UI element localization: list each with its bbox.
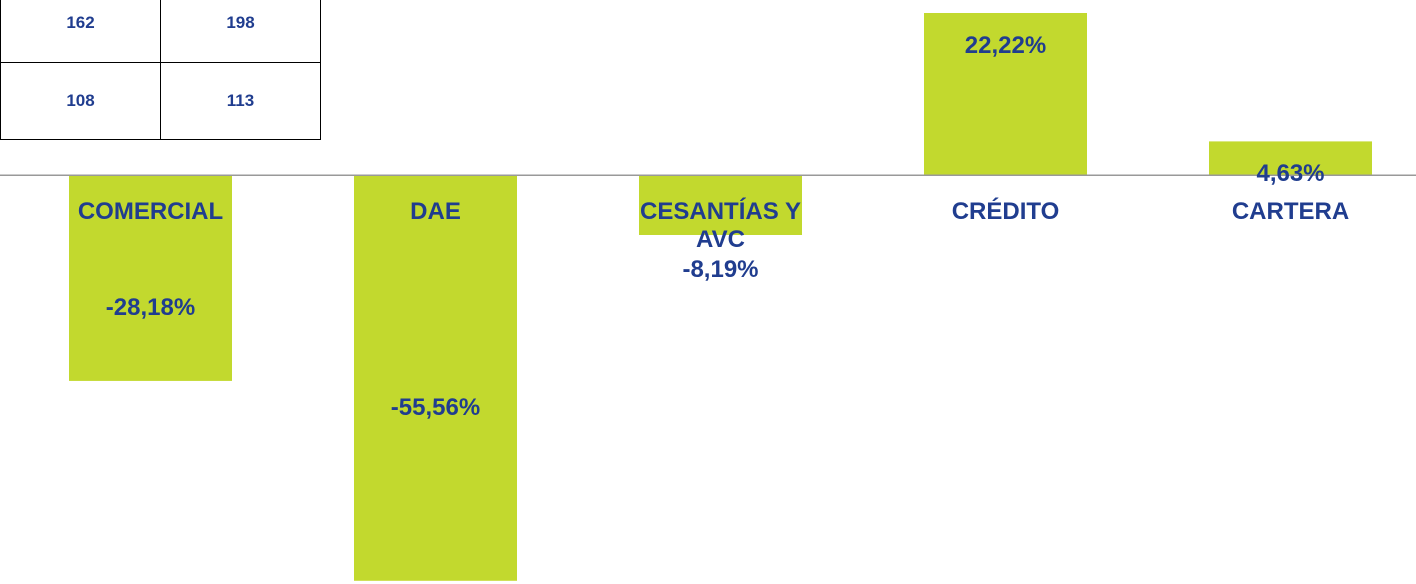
category-label: CARTERA: [1231, 198, 1350, 226]
table-cell: 162: [0, 0, 161, 63]
table-cell: 108: [0, 62, 161, 140]
category-label: CESANTÍAS Y AVC: [640, 198, 801, 254]
category-label: DAE: [410, 198, 461, 226]
value-label: 4,63%: [1256, 160, 1325, 188]
bar: [639, 175, 802, 235]
category-label: COMERCIAL: [77, 198, 224, 226]
value-label: 22,22%: [964, 31, 1047, 59]
table-row: 162 198: [0, 0, 321, 63]
bar: [1209, 141, 1372, 176]
bar: [354, 175, 517, 581]
bar: [69, 175, 232, 381]
data-table: 162 198 108 113: [0, 0, 321, 140]
value-label: -55,56%: [390, 393, 481, 421]
value-label: -28,18%: [105, 294, 196, 322]
table-row: 108 113: [0, 62, 321, 140]
category-label: CRÉDITO: [951, 198, 1060, 226]
table-cell: 198: [160, 0, 321, 63]
value-label: -8,19%: [682, 256, 759, 284]
bar: [924, 12, 1087, 176]
table-cell: 113: [160, 62, 321, 140]
